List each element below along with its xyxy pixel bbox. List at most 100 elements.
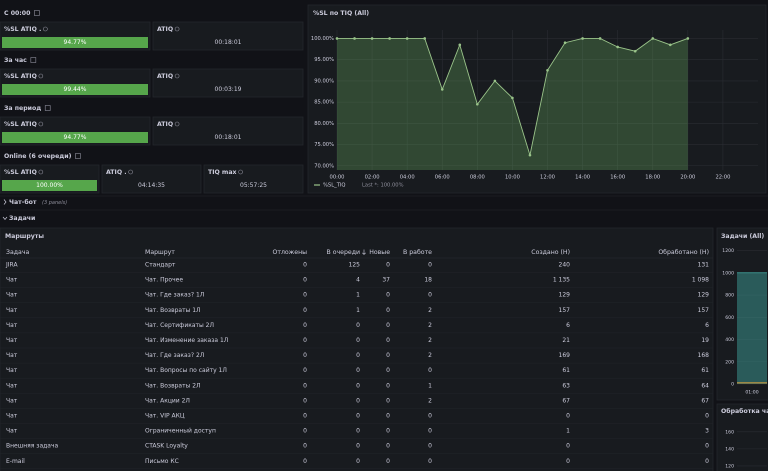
- table-cell: Ограниченный доступ: [145, 428, 216, 435]
- table-cell: 4: [356, 277, 360, 284]
- table-cell: 1 135: [553, 277, 570, 284]
- y-tick-label: 800: [725, 293, 734, 299]
- legend-name: %SL_TIQ: [323, 183, 346, 189]
- y-tick-label: 1000: [722, 270, 734, 276]
- gauge-bar: [2, 132, 148, 143]
- panel: [307, 4, 767, 194]
- point: [440, 88, 444, 91]
- table-cell: 0: [303, 382, 307, 389]
- collapse-icon[interactable]: [30, 57, 37, 63]
- table-cell: 1: [428, 382, 432, 389]
- info-icon: [174, 121, 180, 127]
- info-icon: [128, 169, 133, 175]
- table-cell: 0: [303, 397, 307, 404]
- panel-title: ATIQ .: [106, 169, 127, 176]
- table-cell: 129: [698, 292, 710, 299]
- column-header[interactable]: Отложены: [272, 249, 307, 256]
- panel: [716, 403, 768, 471]
- table-cell: 0: [386, 337, 390, 344]
- collapse-icon[interactable]: [44, 105, 51, 111]
- table-cell: 0: [386, 322, 390, 329]
- table-cell: Чат. Сертификаты 2Л: [145, 322, 214, 329]
- table-cell: Стандарт: [145, 262, 176, 269]
- info-icon: [38, 121, 44, 127]
- table-cell: 37: [382, 277, 390, 284]
- table-cell: 19: [701, 337, 709, 344]
- column-header[interactable]: Задача: [6, 249, 29, 256]
- table-cell: Чат. Возвраты 2Л: [145, 382, 201, 389]
- table-cell: Чат. Изменение заказа 1Л: [145, 337, 228, 344]
- collapse-icon[interactable]: [34, 10, 40, 16]
- table-cell: 0: [428, 458, 432, 465]
- section-title: Online (6 очереди): [4, 153, 72, 160]
- y-tick-label: 95.00%: [314, 57, 334, 63]
- y-tick-label: 80.00%: [314, 121, 334, 127]
- table-cell: 0: [428, 413, 432, 420]
- table-cell: 0: [386, 458, 390, 465]
- y-tick-label: 600: [725, 315, 734, 321]
- table-cell: 0: [356, 322, 360, 329]
- gauge-bar: [2, 180, 97, 191]
- table-cell: 0: [303, 307, 307, 314]
- table-cell: Чат: [6, 367, 18, 374]
- table-cell: Внешняя задача: [6, 443, 59, 450]
- table-cell: 0: [428, 428, 432, 435]
- point: [511, 96, 514, 100]
- table-cell: 131: [698, 262, 710, 269]
- table-cell: 1: [356, 292, 360, 299]
- column-header[interactable]: Новые: [369, 249, 390, 256]
- table-cell: 0: [303, 413, 307, 420]
- info-icon: [174, 26, 180, 32]
- chevron[interactable]: [3, 199, 7, 205]
- column-header[interactable]: В работе: [403, 248, 432, 256]
- table-cell: 0: [566, 443, 570, 450]
- table-cell: 0: [356, 458, 360, 465]
- table-cell: 0: [386, 367, 390, 374]
- x-tick-label: 02:00: [365, 175, 380, 181]
- table-cell: 2: [428, 352, 432, 359]
- column-header[interactable]: Обработано (Н): [658, 248, 709, 256]
- table-cell: Чат: [6, 322, 18, 329]
- x-tick-label: 18:00: [645, 175, 660, 181]
- section-title: За период: [4, 105, 41, 112]
- table-cell: 1: [566, 428, 570, 435]
- column-header[interactable]: В очереди: [327, 249, 361, 256]
- table-cell: 0: [303, 322, 307, 329]
- table-cell: 0: [356, 443, 360, 450]
- table-cell: Чат: [6, 292, 18, 299]
- column-header[interactable]: Маршрут: [145, 249, 175, 256]
- y-tick-label: 75.00%: [314, 142, 334, 148]
- panel: [203, 164, 304, 194]
- table-cell: JIRA: [5, 262, 18, 269]
- stat-value: 00:18:01: [215, 134, 242, 141]
- table-cell: 61: [701, 367, 709, 374]
- table-cell: 0: [303, 367, 307, 374]
- table-cell: 0: [705, 413, 709, 420]
- panel-title: ATIQ: [157, 121, 173, 128]
- table-cell: Чат: [6, 413, 18, 420]
- row-title[interactable]: Задачи: [9, 215, 35, 222]
- row-title[interactable]: Чат-бот: [9, 198, 37, 206]
- x-tick-label: 00:00: [330, 175, 345, 181]
- x-tick-label: 10:00: [505, 175, 520, 181]
- point: [616, 45, 619, 49]
- table-cell: 67: [562, 397, 570, 404]
- panel-title: ATIQ: [157, 73, 173, 80]
- collapse-icon[interactable]: [75, 153, 81, 159]
- stat-value: 00:03:19: [215, 86, 242, 93]
- y-tick-label: 1200: [722, 248, 734, 254]
- info-icon: [43, 26, 48, 32]
- x-tick-label: 14:00: [575, 175, 590, 181]
- x-tick-label: 22:00: [715, 175, 730, 181]
- table-cell: 0: [386, 307, 390, 314]
- table-cell: 64: [701, 382, 709, 389]
- stat-value: 99.44%: [64, 86, 87, 93]
- y-tick-label: 200: [725, 359, 734, 365]
- table-cell: 0: [566, 458, 570, 465]
- table-cell: Чат. Где заказ? 1Л: [145, 292, 204, 299]
- y-tick-label: 400: [725, 337, 734, 343]
- table-cell: Чат: [6, 337, 18, 344]
- chevron[interactable]: [2, 216, 8, 221]
- column-header[interactable]: Создано (Н): [531, 249, 570, 256]
- stat-value: 05:57:25: [240, 182, 267, 189]
